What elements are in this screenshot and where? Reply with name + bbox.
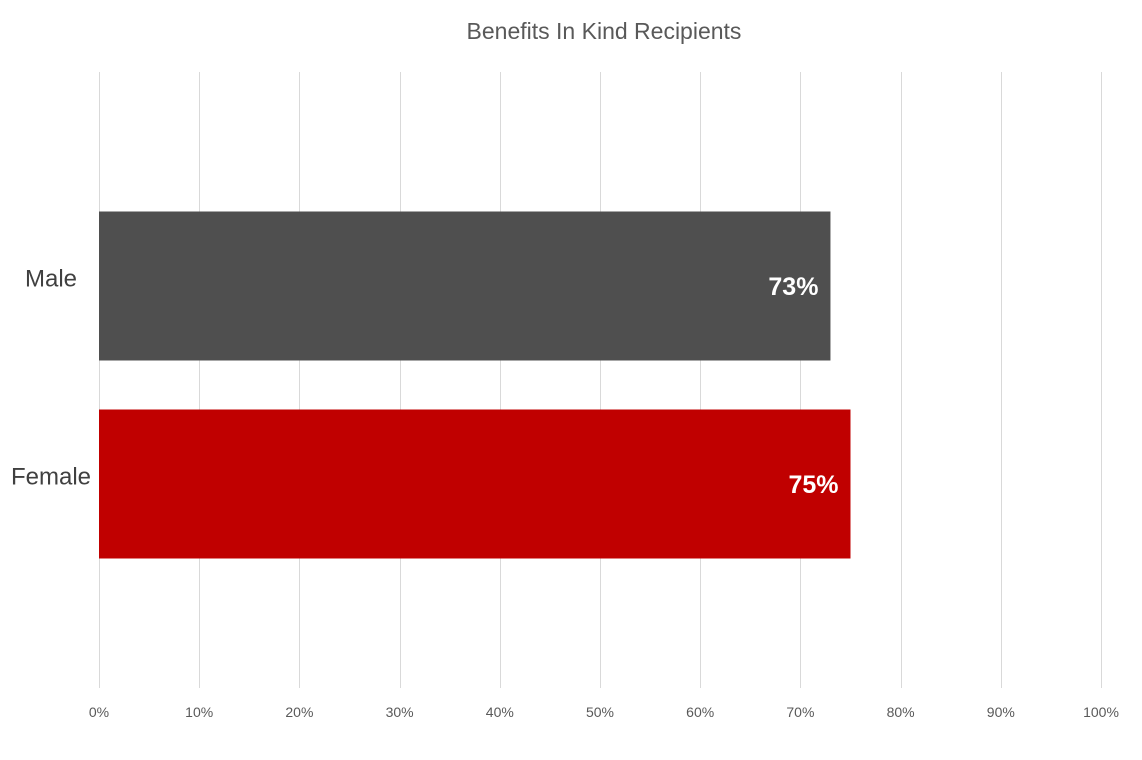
- category-label-female: Female: [11, 463, 91, 490]
- chart-title: Benefits In Kind Recipients: [467, 18, 742, 44]
- x-tick-label: 70%: [786, 704, 814, 720]
- gridlines: [99, 72, 1102, 688]
- x-tick-label: 50%: [586, 704, 614, 720]
- x-tick-label: 30%: [386, 704, 414, 720]
- x-tick-label: 80%: [887, 704, 915, 720]
- x-tick-label: 60%: [686, 704, 714, 720]
- x-axis-tick-labels: 0% 10% 20% 30% 40% 50% 60% 70% 80% 90% 100%: [89, 704, 1119, 720]
- category-labels: Male Female: [11, 265, 91, 490]
- bar-female: [99, 409, 851, 559]
- category-label-male: Male: [25, 265, 77, 292]
- bars: [99, 211, 851, 559]
- x-tick-label: 90%: [987, 704, 1015, 720]
- x-tick-label: 100%: [1083, 704, 1119, 720]
- x-tick-label: 40%: [486, 704, 514, 720]
- bar-male: [99, 211, 831, 361]
- x-tick-label: 10%: [185, 704, 213, 720]
- data-label-male: 73%: [768, 273, 818, 301]
- data-labels: 73% 75%: [768, 273, 838, 499]
- x-tick-label: 20%: [285, 704, 313, 720]
- data-label-female: 75%: [788, 471, 838, 499]
- x-tick-label: 0%: [89, 704, 109, 720]
